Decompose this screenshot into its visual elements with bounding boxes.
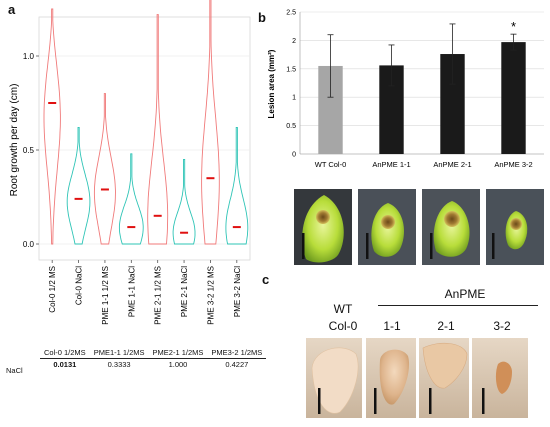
bar-y-tick-label: 1.5 xyxy=(286,66,296,73)
bar-y-tick-label: 2.5 xyxy=(286,10,296,17)
pvalue-header: PME2-1 1/2MS xyxy=(148,347,208,359)
bar-y-axis-label: Lesion area (mm²) xyxy=(267,49,276,118)
pvalue-row-label: NaCl xyxy=(6,366,23,375)
violin-shape xyxy=(66,126,91,245)
bar-y-tick-label: 1 xyxy=(292,95,296,102)
pvalue-header: Col-0 1/2MS xyxy=(40,347,90,359)
violin-x-tick-label: PME 3-2 NaCl xyxy=(233,266,242,317)
line-label-3-2: 3-2 xyxy=(493,319,511,333)
wt-label: WT xyxy=(333,302,353,316)
wt-col0-label: Col-0 xyxy=(328,319,358,333)
leaf-photo-3-2 xyxy=(486,189,544,265)
line-label-1-1: 1-1 xyxy=(383,319,401,333)
line-label-2-1: 2-1 xyxy=(437,319,455,333)
violin-shape xyxy=(225,126,249,245)
bar-x-tick-label: AnPME 1-1 xyxy=(372,160,410,169)
violin-x-tick-label: PME 3-2 1/2 MS xyxy=(206,266,215,325)
violin-shape xyxy=(201,0,220,245)
pvalue-cell: 1.000 xyxy=(168,360,188,369)
violin-chart: 0.0 0.5 1.0 Col-0 1/2 MS Col-0 NaCl PME 1-1 … xyxy=(9,0,251,325)
stained-leaf-photos xyxy=(306,338,528,418)
violin-shape xyxy=(118,153,144,245)
stained-leaf-3-2 xyxy=(472,338,528,418)
leaf-photo-1-1 xyxy=(358,189,416,265)
violin-shape xyxy=(93,93,116,245)
bar-y-tick-label: 2 xyxy=(292,38,296,45)
violin-x-tick-label: PME 1-1 1/2 MS xyxy=(101,266,110,325)
violin-y-tick-label: 1.0 xyxy=(23,52,35,61)
violin-x-tick-label: Col-0 1/2 MS xyxy=(48,266,57,313)
stained-leaf-wt xyxy=(306,338,362,418)
violin-y-axis-label: Root growth per day (cm) xyxy=(9,84,20,197)
pvalue-cell: 0.0131 xyxy=(53,360,77,369)
violin-y-tick-label: 0.5 xyxy=(23,146,35,155)
panel-c-letter: c xyxy=(262,272,270,287)
panel-b-letter: b xyxy=(258,10,266,25)
stained-leaf-1-1 xyxy=(366,338,416,418)
panel-a-letter: a xyxy=(8,2,16,17)
leaf-photo-wt xyxy=(294,189,352,265)
pvalue-table-header-row: Col-0 1/2MS PME1-1 1/2MS PME2-1 1/2MS PM… xyxy=(40,347,267,359)
violin-shape xyxy=(172,158,196,245)
bar-x-tick-label: AnPME 2-1 xyxy=(433,160,471,169)
violin-x-tick-label: Col-0 NaCl xyxy=(75,266,84,305)
lesion-bar-chart: 0 0.5 1 1.5 2 2.5 * WT Col-0 AnPME 1-1 AnPME 2-… xyxy=(267,10,544,169)
anpme-group-underline xyxy=(378,305,538,306)
violin-shape xyxy=(43,8,61,245)
leaf-photo-2-1 xyxy=(422,189,480,265)
pvalue-table: Col-0 1/2MS PME1-1 1/2MS PME2-1 1/2MS PM… xyxy=(40,347,267,371)
bar xyxy=(501,42,526,154)
pvalue-header: PME3-2 1/2MS xyxy=(207,347,267,359)
violin-shape xyxy=(147,14,169,245)
violin-plot-area xyxy=(38,16,251,261)
pvalue-table-row: 0.0131 0.3333 1.000 0.4227 xyxy=(40,359,266,371)
significance-asterisk: * xyxy=(511,19,516,34)
lesion-leaf-photos xyxy=(294,189,544,265)
pvalue-cell: 0.4227 xyxy=(225,360,249,369)
bar-x-tick-label: WT Col-0 xyxy=(315,160,347,169)
bar-y-tick-label: 0 xyxy=(292,152,296,159)
bar-x-tick-label: AnPME 3-2 xyxy=(494,160,532,169)
bar-y-tick-label: 0.5 xyxy=(286,123,296,130)
violin-x-tick-label: PME 1-1 NaCl xyxy=(127,266,136,317)
stained-leaf-2-1 xyxy=(419,338,469,418)
pvalue-header: PME1-1 1/2MS xyxy=(89,347,149,359)
violin-y-tick-label: 0.0 xyxy=(23,240,35,249)
violin-x-tick-label: PME 2-1 NaCl xyxy=(180,266,189,317)
anpme-group-label: AnPME xyxy=(444,287,486,301)
pvalue-cell: 0.3333 xyxy=(107,360,131,369)
violin-x-tick-label: PME 2-1 1/2 MS xyxy=(154,266,163,325)
